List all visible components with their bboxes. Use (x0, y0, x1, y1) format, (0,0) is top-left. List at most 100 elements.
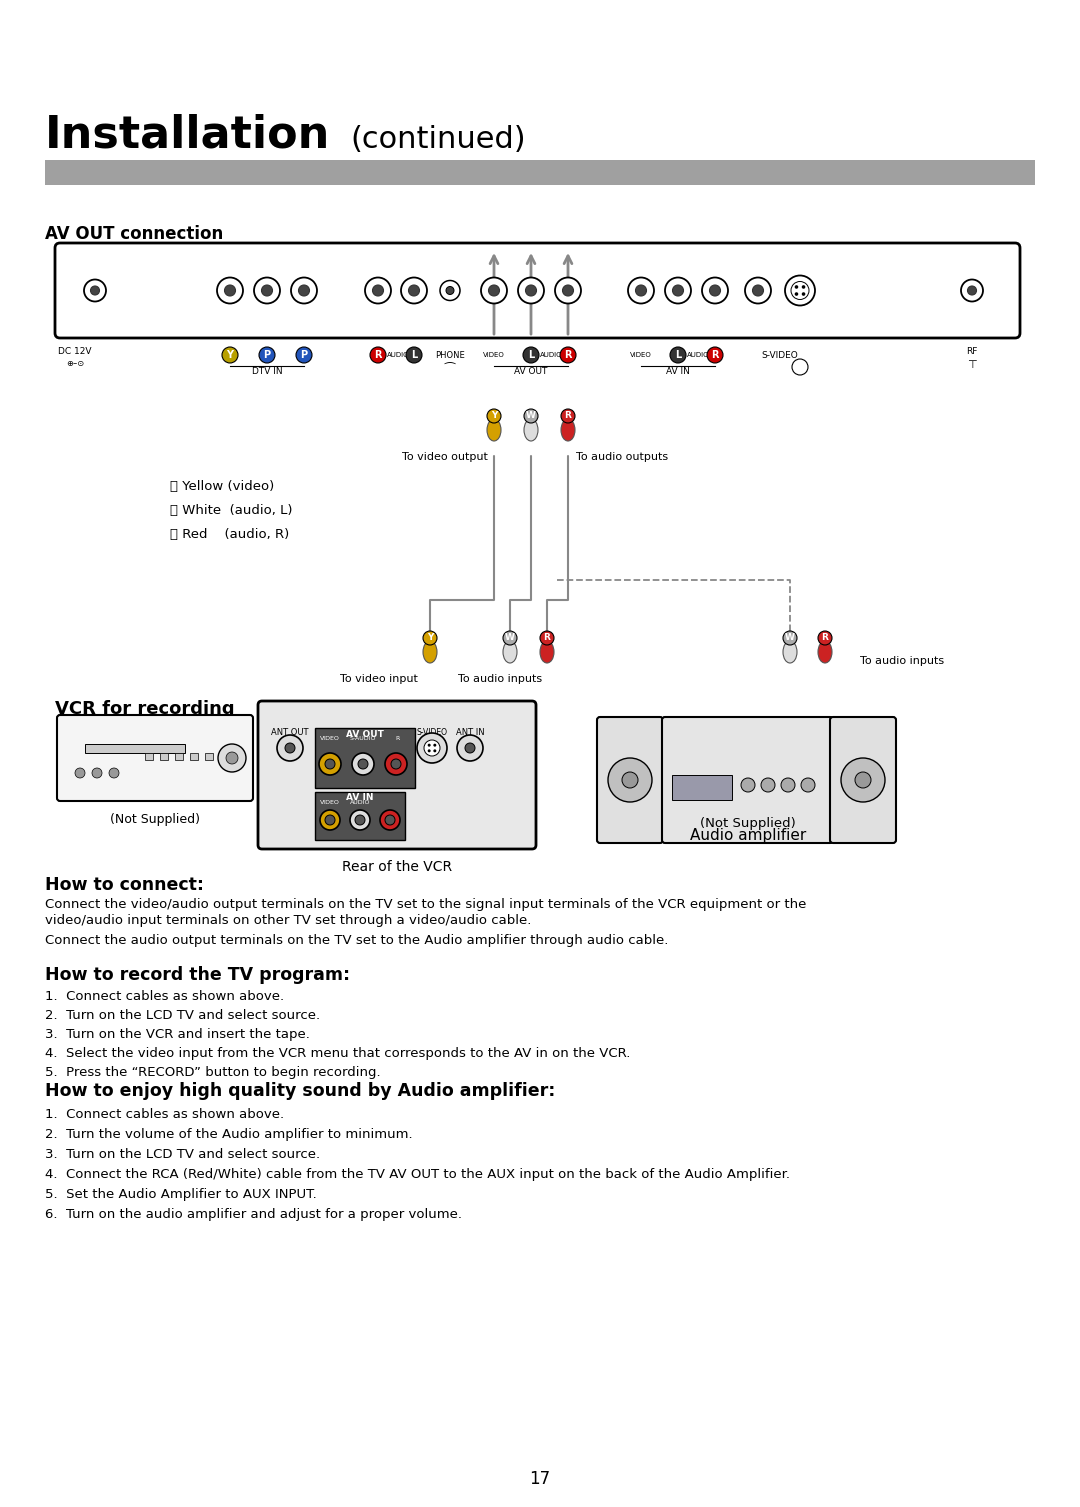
Circle shape (457, 735, 483, 761)
Text: 5.  Set the Audio Amplifier to AUX INPUT.: 5. Set the Audio Amplifier to AUX INPUT. (45, 1188, 316, 1201)
Text: 5.  Press the “RECORD” button to begin recording.: 5. Press the “RECORD” button to begin re… (45, 1065, 380, 1079)
Circle shape (428, 749, 431, 752)
Circle shape (524, 408, 538, 423)
Bar (508, 631, 513, 642)
Bar (823, 631, 827, 642)
Circle shape (670, 347, 686, 363)
Text: AV OUT: AV OUT (346, 729, 383, 738)
Bar (85, 744, 185, 754)
Text: Y: Y (490, 411, 497, 420)
Circle shape (109, 769, 119, 778)
Text: PHONE: PHONE (435, 351, 464, 360)
Text: VIDEO: VIDEO (630, 353, 652, 359)
Bar (315, 793, 405, 839)
Ellipse shape (818, 640, 832, 663)
Circle shape (801, 285, 806, 289)
Bar (491, 410, 497, 420)
Circle shape (384, 754, 407, 775)
Text: VIDEO: VIDEO (320, 735, 340, 741)
Circle shape (673, 285, 684, 295)
Text: VIDEO: VIDEO (483, 353, 504, 359)
Circle shape (801, 292, 806, 295)
Text: AUDIO: AUDIO (540, 353, 563, 359)
Circle shape (555, 277, 581, 303)
Circle shape (373, 285, 383, 295)
Circle shape (707, 347, 723, 363)
Circle shape (423, 631, 437, 645)
Text: P: P (264, 350, 271, 360)
Bar (787, 631, 793, 642)
Text: R: R (712, 350, 719, 360)
Circle shape (561, 347, 576, 363)
FancyBboxPatch shape (831, 717, 896, 842)
FancyBboxPatch shape (258, 701, 536, 848)
Circle shape (518, 277, 544, 303)
Circle shape (702, 277, 728, 303)
Bar (145, 754, 153, 760)
Circle shape (91, 286, 99, 295)
Text: Y: Y (227, 350, 233, 360)
Circle shape (296, 347, 312, 363)
Circle shape (350, 809, 370, 830)
Circle shape (791, 282, 809, 300)
Circle shape (665, 277, 691, 303)
Text: ⊤: ⊤ (967, 360, 977, 371)
Circle shape (540, 631, 554, 645)
Text: (continued): (continued) (350, 125, 526, 154)
Text: To video output: To video output (402, 452, 488, 463)
Text: ANT OUT: ANT OUT (271, 728, 309, 737)
Circle shape (428, 743, 431, 746)
Text: S-VIDEO: S-VIDEO (417, 728, 447, 737)
Bar (672, 775, 732, 800)
FancyBboxPatch shape (597, 717, 663, 842)
Circle shape (320, 809, 340, 830)
Text: DC 12V: DC 12V (58, 347, 92, 356)
Ellipse shape (503, 640, 517, 663)
Bar (315, 728, 415, 788)
Text: 2.  Turn on the LCD TV and select source.: 2. Turn on the LCD TV and select source. (45, 1010, 320, 1022)
Circle shape (968, 286, 976, 295)
Text: (Not Supplied): (Not Supplied) (110, 812, 200, 826)
Circle shape (355, 815, 365, 824)
Circle shape (217, 277, 243, 303)
Text: Audio amplifier: Audio amplifier (690, 827, 806, 842)
Text: AV IN: AV IN (666, 368, 690, 377)
Circle shape (627, 277, 654, 303)
Circle shape (563, 285, 573, 295)
Text: RF: RF (967, 347, 977, 356)
Bar (544, 631, 550, 642)
Circle shape (855, 772, 870, 788)
Text: ⁀: ⁀ (445, 365, 455, 378)
Text: L: L (410, 350, 417, 360)
Circle shape (285, 743, 295, 754)
Circle shape (781, 778, 795, 793)
Circle shape (276, 735, 303, 761)
Text: Ⓦ White  (audio, L): Ⓦ White (audio, L) (170, 503, 293, 517)
Circle shape (325, 815, 335, 824)
Text: VCR for recording: VCR for recording (55, 699, 234, 717)
Text: 3.  Turn on the LCD TV and select source.: 3. Turn on the LCD TV and select source. (45, 1148, 320, 1160)
Text: AV IN: AV IN (347, 793, 374, 802)
FancyBboxPatch shape (57, 714, 253, 802)
Circle shape (325, 760, 335, 769)
Circle shape (792, 359, 808, 375)
Text: S-VIDEO: S-VIDEO (761, 351, 798, 360)
Text: DTV IN: DTV IN (252, 368, 282, 377)
Circle shape (291, 277, 318, 303)
Circle shape (561, 408, 575, 423)
Circle shape (488, 285, 499, 295)
Text: R: R (375, 350, 381, 360)
Circle shape (370, 347, 386, 363)
Text: L: L (675, 350, 681, 360)
Text: AUDIO: AUDIO (387, 353, 409, 359)
Text: How to record the TV program:: How to record the TV program: (45, 966, 350, 984)
Text: To audio outputs: To audio outputs (576, 452, 669, 463)
Text: 1.  Connect cables as shown above.: 1. Connect cables as shown above. (45, 1108, 284, 1121)
Text: W: W (505, 633, 515, 642)
Text: 6.  Turn on the audio amplifier and adjust for a proper volume.: 6. Turn on the audio amplifier and adjus… (45, 1209, 462, 1221)
Text: 4.  Connect the RCA (Red/White) cable from the TV AV OUT to the AUX input on the: 4. Connect the RCA (Red/White) cable fro… (45, 1168, 789, 1181)
Circle shape (622, 772, 638, 788)
Text: To audio inputs: To audio inputs (458, 674, 542, 684)
Circle shape (503, 631, 517, 645)
Text: How to connect:: How to connect: (45, 876, 204, 894)
